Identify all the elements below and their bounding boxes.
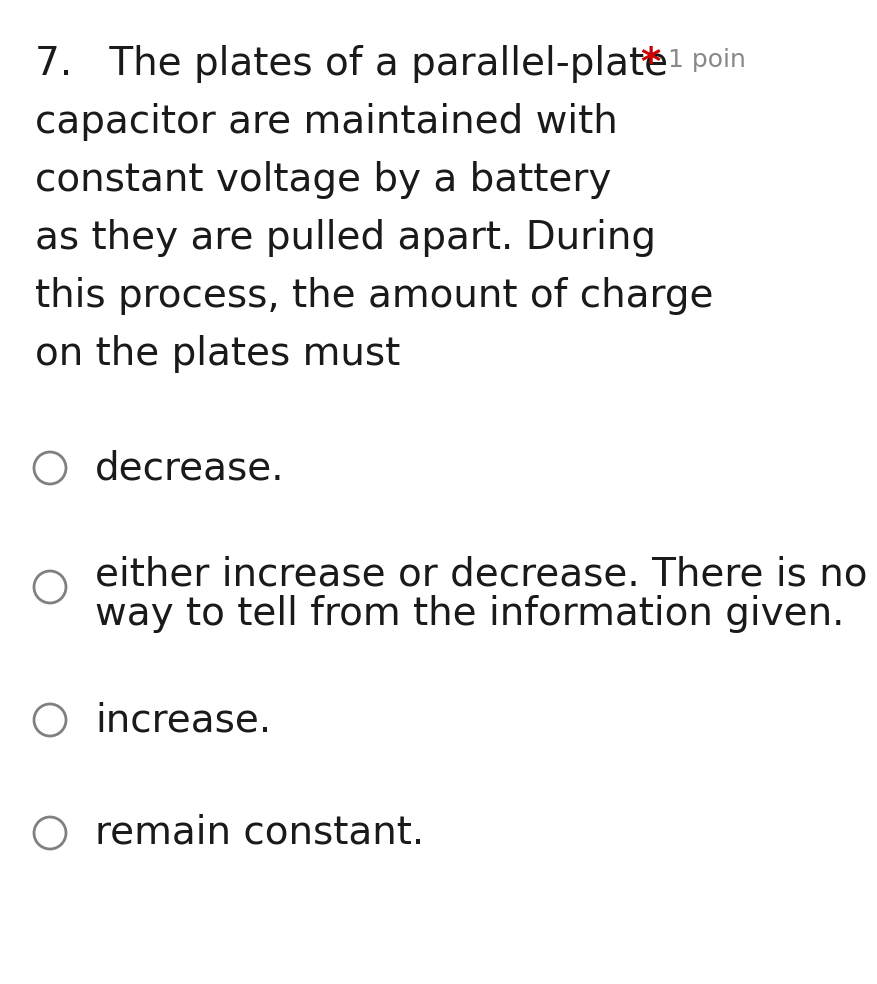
- Circle shape: [34, 704, 66, 736]
- Text: decrease.: decrease.: [95, 449, 285, 487]
- Text: this process, the amount of charge: this process, the amount of charge: [35, 277, 714, 315]
- Circle shape: [34, 817, 66, 849]
- Circle shape: [34, 452, 66, 484]
- Text: 7.   The plates of a parallel-plate: 7. The plates of a parallel-plate: [35, 45, 668, 83]
- Text: 1 poin: 1 poin: [668, 48, 745, 72]
- Text: *: *: [640, 45, 660, 83]
- Text: increase.: increase.: [95, 701, 271, 739]
- Text: on the plates must: on the plates must: [35, 335, 400, 373]
- Text: as they are pulled apart. During: as they are pulled apart. During: [35, 219, 656, 257]
- Text: either increase or decrease. There is no: either increase or decrease. There is no: [95, 555, 867, 593]
- Text: constant voltage by a battery: constant voltage by a battery: [35, 161, 611, 199]
- Text: capacitor are maintained with: capacitor are maintained with: [35, 103, 617, 141]
- Text: remain constant.: remain constant.: [95, 814, 424, 852]
- Circle shape: [34, 571, 66, 603]
- Text: way to tell from the information given.: way to tell from the information given.: [95, 595, 845, 633]
